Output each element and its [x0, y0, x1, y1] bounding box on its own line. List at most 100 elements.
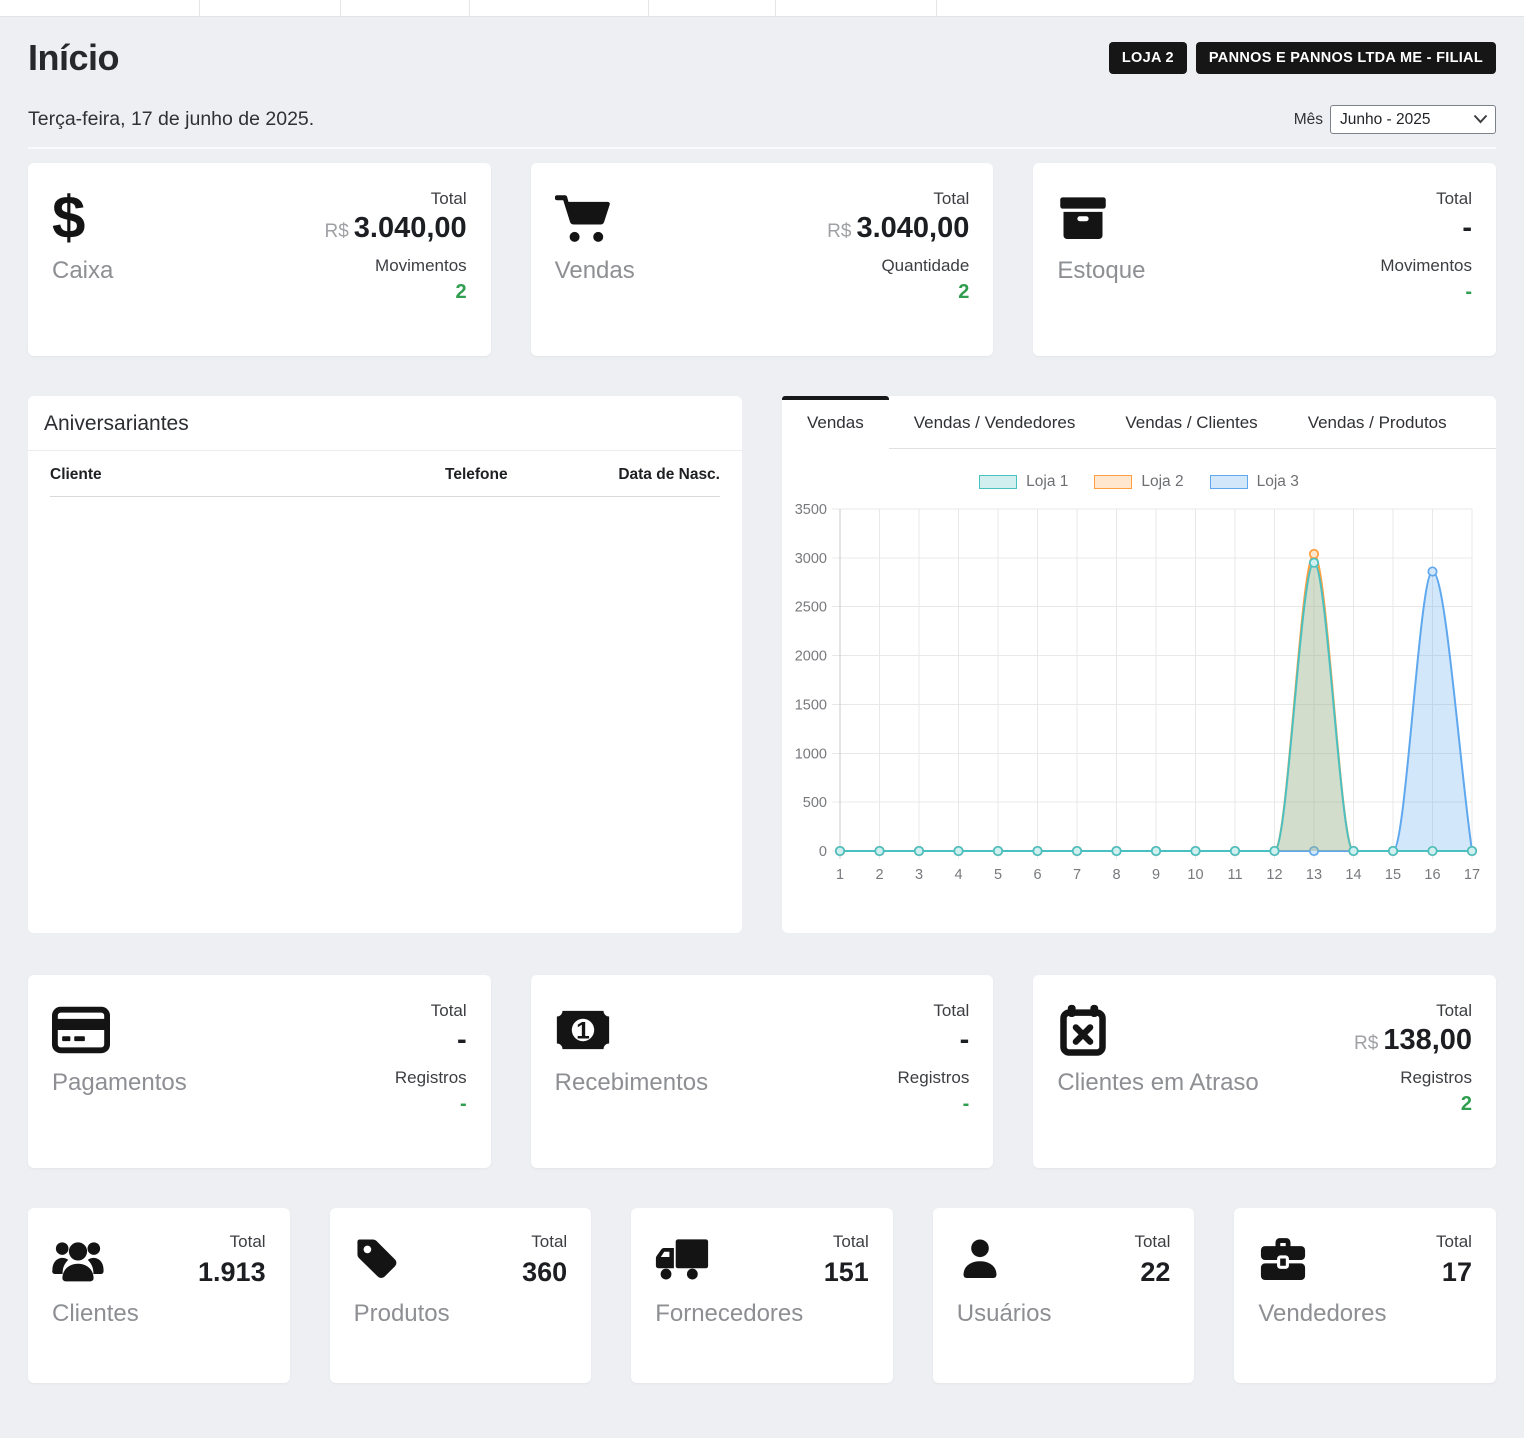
stat-card-label: Recebimentos — [555, 1069, 708, 1097]
stat-card-label: Clientes em Atraso — [1057, 1069, 1258, 1097]
total-label: Total — [898, 1001, 970, 1021]
tab-vendas-produtos[interactable]: Vendas / Produtos — [1283, 396, 1472, 449]
store-badges: LOJA 2 PANNOS E PANNOS LTDA ME - FILIAL — [1109, 42, 1496, 74]
stat-card-label: Pagamentos — [52, 1069, 187, 1097]
tag-icon — [354, 1230, 450, 1288]
chart-legend: Loja 1 Loja 2 Loja 3 — [782, 473, 1496, 491]
stat-card-fornecedores: Fornecedores Total 151 — [631, 1208, 893, 1383]
total-value: 22 — [1134, 1257, 1170, 1288]
metric2-value: 2 — [827, 281, 969, 304]
total-value: R$138,00 — [1354, 1024, 1472, 1057]
metric2-label: Registros — [898, 1068, 970, 1088]
nav-divider — [469, 0, 470, 16]
metric2-label: Registros — [1354, 1068, 1472, 1088]
data-point-tint — [1310, 559, 1318, 567]
dollar-icon: $ — [52, 187, 113, 249]
nav-divider — [648, 0, 649, 16]
store-badge: LOJA 2 — [1109, 42, 1187, 74]
stat-card-vendas: Vendas Total R$3.040,00 Quantidade 2 — [531, 163, 994, 356]
total-value: R$3.040,00 — [324, 212, 466, 245]
month-select[interactable]: Junho - 2025 — [1330, 105, 1496, 134]
metric2-label: Registros — [395, 1068, 467, 1088]
metric2-label: Movimentos — [1380, 256, 1472, 276]
chart-tabs: Vendas Vendas / Vendedores Vendas / Clie… — [782, 396, 1496, 449]
total-value: 360 — [522, 1257, 567, 1288]
nav-divider — [199, 0, 200, 16]
data-point-tint — [1389, 847, 1397, 855]
stat-card-usuarios: Usuários Total 22 — [933, 1208, 1195, 1383]
x-axis-tick-label: 3 — [915, 867, 923, 883]
birthdays-panel: Aniversariantes Cliente Telefone Data de… — [28, 396, 742, 933]
data-point-tint — [1310, 550, 1318, 558]
x-axis-tick-label: 16 — [1424, 867, 1440, 883]
month-select-label: Mês — [1294, 111, 1323, 129]
data-point-tint — [994, 847, 1002, 855]
legend-label: Loja 2 — [1141, 473, 1183, 491]
legend-label: Loja 1 — [1026, 473, 1068, 491]
total-label: Total — [395, 1001, 467, 1021]
y-axis-tick-label: 1500 — [795, 697, 827, 713]
total-value: 151 — [824, 1257, 869, 1288]
legend-item-loja-1[interactable]: Loja 1 — [979, 473, 1068, 491]
y-axis-tick-label: 2000 — [795, 649, 827, 665]
stat-card-label: Vendedores — [1258, 1300, 1386, 1328]
birthdays-table-header: Cliente Telefone Data de Nasc. — [50, 451, 720, 497]
tab-vendas[interactable]: Vendas — [782, 396, 889, 449]
x-axis-tick-label: 2 — [875, 867, 883, 883]
data-point-tint — [1231, 847, 1239, 855]
y-axis-tick-label: 2500 — [795, 600, 827, 616]
data-point-tint — [1349, 847, 1357, 855]
top-nav-bar — [0, 0, 1524, 17]
data-point-tint — [1152, 847, 1160, 855]
tab-vendas-vendedores[interactable]: Vendas / Vendedores — [889, 396, 1101, 449]
column-header-cliente: Cliente — [50, 466, 445, 484]
column-header-data-nasc: Data de Nasc. — [595, 466, 720, 484]
stat-card-label: Estoque — [1057, 257, 1145, 285]
stat-card-label: Caixa — [52, 257, 113, 285]
stat-card-clientes-em-atraso: Clientes em Atraso Total R$138,00 Regist… — [1033, 975, 1496, 1168]
nav-divider — [340, 0, 341, 16]
stat-card-clientes: Clientes Total 1.913 — [28, 1208, 290, 1383]
briefcase-icon — [1258, 1230, 1386, 1288]
box-icon — [1057, 187, 1145, 249]
total-label: Total — [1354, 1001, 1472, 1021]
total-value: 1.913 — [198, 1257, 266, 1288]
stat-card-label: Vendas — [555, 257, 635, 285]
column-header-telefone: Telefone — [445, 466, 595, 484]
svg-text:1: 1 — [576, 1017, 590, 1044]
metric2-value: - — [395, 1093, 467, 1116]
tab-vendas-clientes[interactable]: Vendas / Clientes — [1100, 396, 1282, 449]
stat-card-label: Usuários — [957, 1300, 1052, 1328]
metric2-value: 2 — [324, 281, 466, 304]
metric2-label: Quantidade — [827, 256, 969, 276]
tabs-filler — [1472, 396, 1496, 449]
stat-card-label: Produtos — [354, 1300, 450, 1328]
data-point-tint — [1270, 847, 1278, 855]
x-axis-tick-label: 14 — [1345, 867, 1361, 883]
currency-prefix: R$ — [1354, 1033, 1378, 1054]
amount: - — [457, 1024, 467, 1056]
birthdays-title: Aniversariantes — [28, 396, 742, 451]
legend-item-loja-2[interactable]: Loja 2 — [1094, 473, 1183, 491]
data-point-tint — [1073, 847, 1081, 855]
chart-axis-labels: 0500100015002000250030003500123456789101… — [795, 502, 1480, 883]
legend-item-loja-3[interactable]: Loja 3 — [1210, 473, 1299, 491]
stat-card-pagamentos: Pagamentos Total - Registros - — [28, 975, 491, 1168]
y-axis-tick-label: 3000 — [795, 551, 827, 567]
x-axis-tick-label: 15 — [1385, 867, 1401, 883]
total-value: - — [395, 1024, 467, 1057]
total-label: Total — [198, 1232, 266, 1252]
total-label: Total — [1380, 189, 1472, 209]
credit-card-icon — [52, 999, 187, 1061]
total-label: Total — [824, 1232, 869, 1252]
x-axis-tick-label: 6 — [1033, 867, 1041, 883]
metric2-value: - — [898, 1093, 970, 1116]
users-icon — [52, 1230, 139, 1288]
sales-line-chart: 0500100015002000250030003500123456789101… — [790, 495, 1486, 895]
y-axis-tick-label: 3500 — [795, 502, 827, 518]
data-point-tint — [1112, 847, 1120, 855]
user-icon — [957, 1230, 1052, 1288]
currency-prefix: R$ — [827, 221, 851, 242]
x-axis-tick-label: 12 — [1266, 867, 1282, 883]
shopping-cart-icon — [555, 187, 635, 249]
